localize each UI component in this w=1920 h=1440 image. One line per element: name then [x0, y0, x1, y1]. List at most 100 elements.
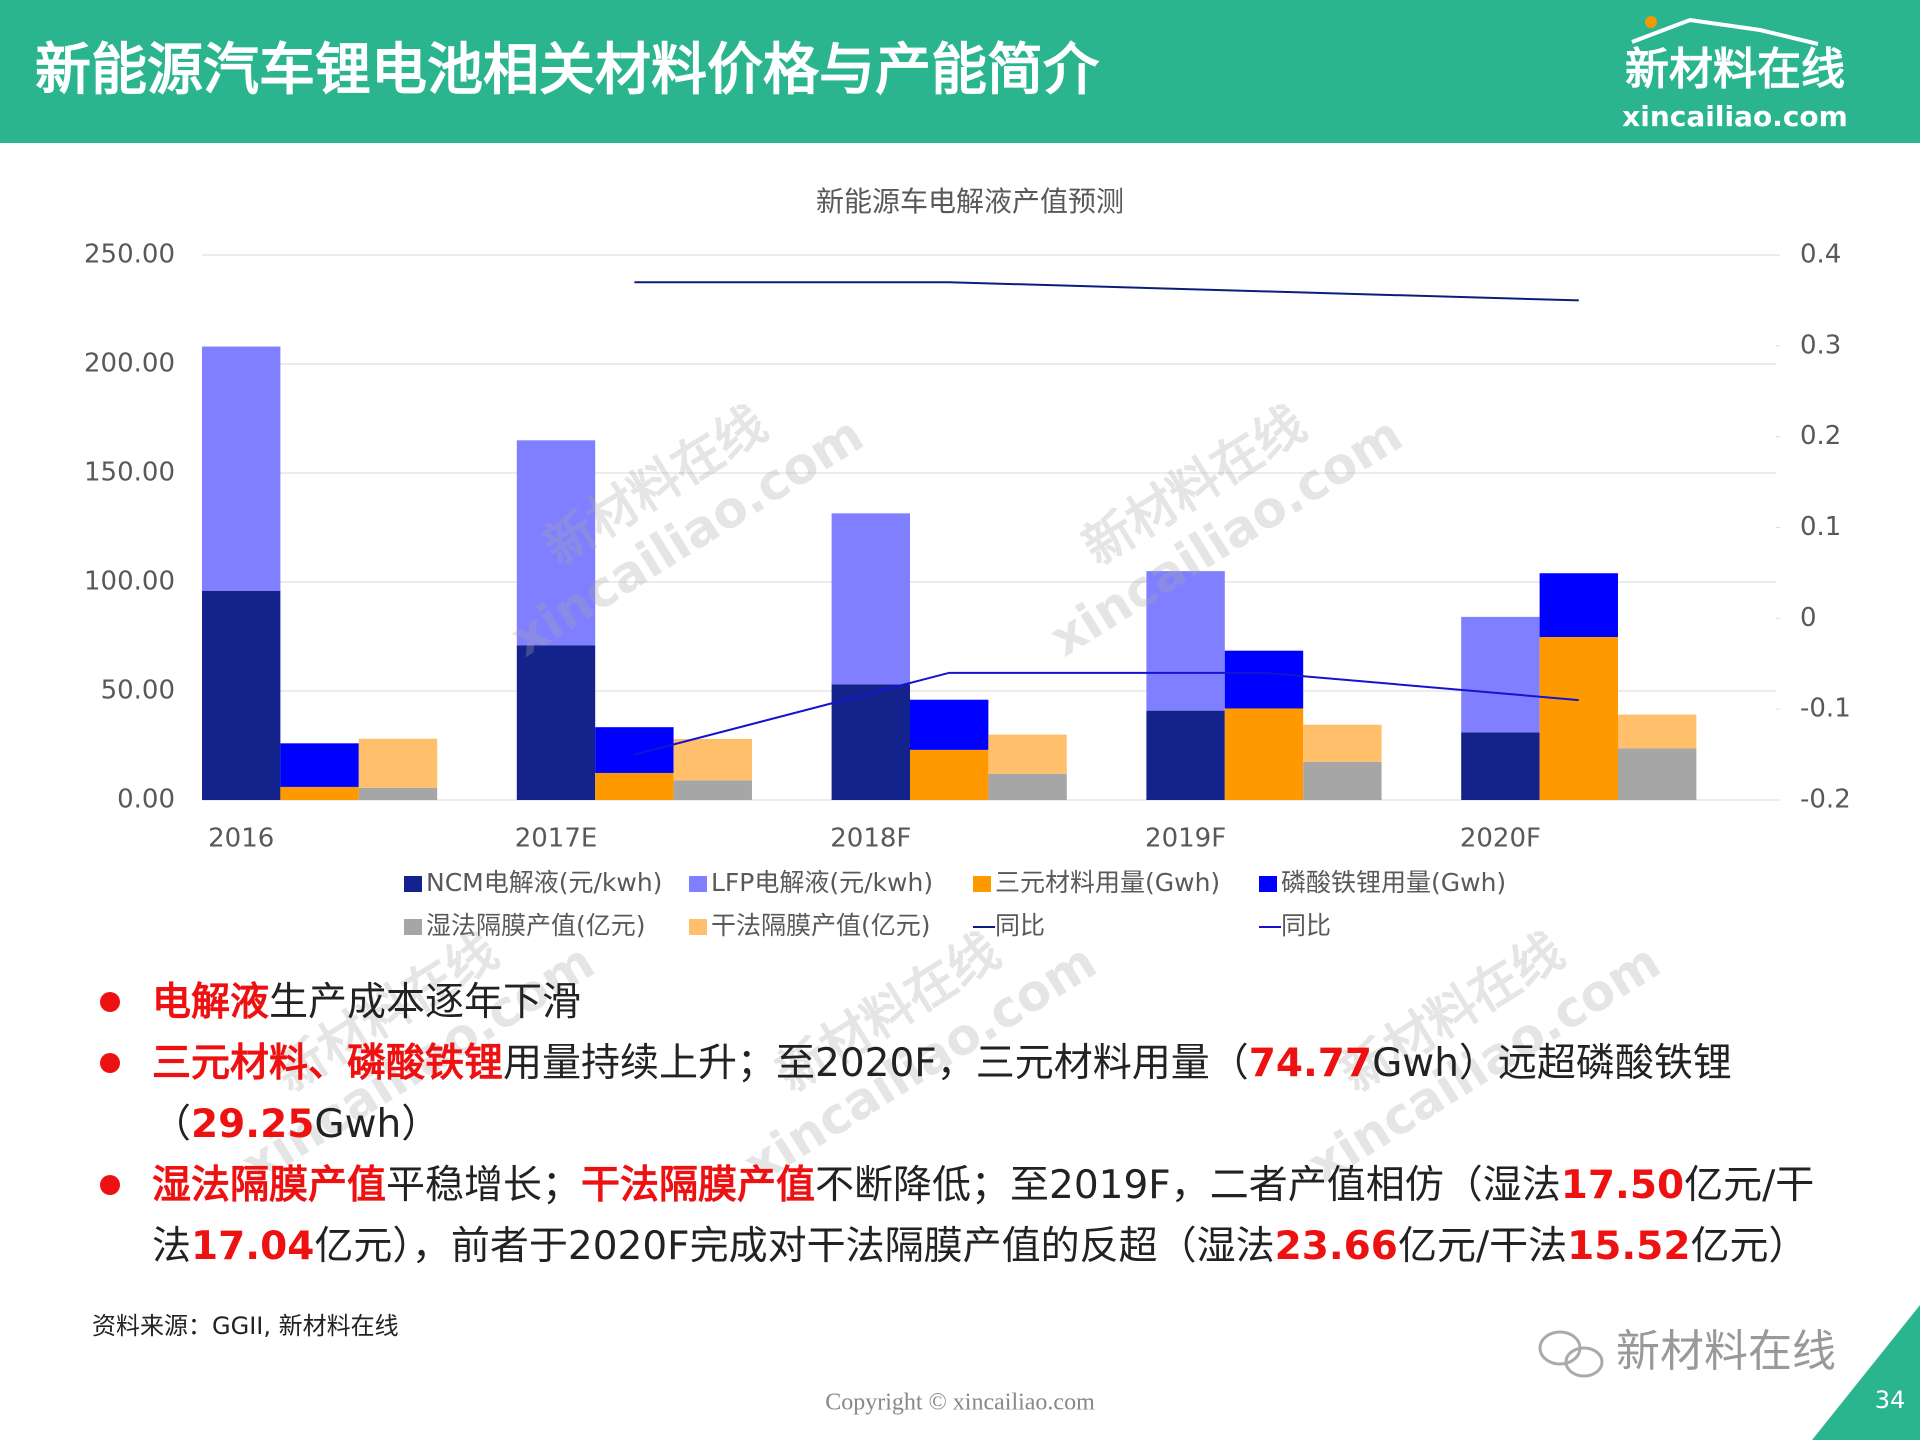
- bullet: 电解液生产成本逐年下滑: [100, 972, 1852, 1033]
- line-series: [634, 281, 1579, 302]
- legend-label: 三元材料用量(Gwh): [995, 868, 1220, 897]
- bar-segment: [831, 513, 910, 685]
- logo-text: 新材料在线: [1625, 44, 1845, 95]
- bar-segment: [1224, 650, 1304, 709]
- y2-tick-label: 0: [1800, 603, 1817, 633]
- chart: 0.00 50.00 100.00 150.00 200.00 250.00 -0.2 -0.…: [84, 240, 1851, 941]
- page-title: 新能源汽车锂电池相关材料价格与产能简介: [35, 38, 1100, 103]
- legend-swatch: [1259, 876, 1277, 892]
- highlight-text: 干法隔膜产值: [581, 1163, 816, 1208]
- bar-segment: [1539, 573, 1618, 638]
- copyright: Copyright © xincailiao.com: [825, 1390, 1095, 1416]
- y-tick-label: 50.00: [101, 676, 175, 706]
- bar-segment: [909, 699, 989, 750]
- legend-label: 同比: [1281, 911, 1331, 940]
- page-number: 34: [1875, 1386, 1906, 1414]
- bullet-text: 亿元/干法: [152, 1163, 1815, 1269]
- bullet-dot: [100, 992, 120, 1012]
- y2-tick-label: -0.1: [1800, 694, 1851, 724]
- bullet-text: 亿元），前者于2020F完成对干法隔膜产值的反超（湿法: [314, 1224, 1275, 1269]
- bar-segment: [280, 786, 359, 800]
- x-tick-label: 2017E: [515, 824, 598, 854]
- bar-segment: [202, 590, 281, 800]
- bar-segment: [595, 772, 674, 800]
- bar-segment: [673, 780, 752, 800]
- legend-label: 湿法隔膜产值(亿元): [426, 911, 646, 940]
- highlight-text: 29.25: [191, 1102, 315, 1147]
- highlight-text: 湿法隔膜产值: [152, 1163, 387, 1208]
- source-note: 资料来源：GGII, 新材料在线: [92, 1312, 399, 1340]
- legend-label: LFP电解液(元/kwh): [711, 868, 933, 897]
- legend-swatch: [689, 919, 707, 935]
- legend-swatch: [973, 876, 991, 892]
- bar-segment: [909, 749, 989, 800]
- header-bar: [0, 0, 1920, 143]
- y2-tick-label: 0.2: [1800, 421, 1841, 451]
- bullet-text: 用量持续上升；至2020F，三元材料用量（: [503, 1041, 1249, 1086]
- line-series: [634, 671, 1579, 756]
- highlight-text: 23.66: [1274, 1224, 1398, 1269]
- bullet-text: Gwh）远超磷酸铁锂（: [152, 1041, 1732, 1147]
- legend-label: 磷酸铁锂用量(Gwh): [1281, 868, 1506, 897]
- legend-swatch: [689, 876, 707, 892]
- bar-segment: [1461, 732, 1540, 800]
- legend-swatch: [404, 876, 422, 892]
- logo-url: xincailiao.com: [1622, 100, 1848, 133]
- bar-segment: [516, 440, 596, 646]
- bar-segment: [1461, 616, 1540, 733]
- bar-segment: [1303, 761, 1382, 800]
- bar-segment: [202, 346, 281, 591]
- x-tick-label: 2016: [208, 824, 274, 854]
- y-tick-label: 0.00: [117, 785, 175, 815]
- y2-tick-label: -0.2: [1800, 785, 1851, 815]
- legend-label: NCM电解液(元/kwh): [426, 868, 662, 897]
- legend-label: 干法隔膜产值(亿元): [711, 911, 931, 940]
- bar-segment: [1617, 748, 1697, 800]
- legend-label: 同比: [995, 911, 1045, 940]
- logo-roof: [1631, 17, 1819, 46]
- bullet-text: 亿元）: [1690, 1224, 1808, 1269]
- bar-segment: [831, 684, 910, 800]
- bar-segment: [1617, 714, 1697, 749]
- y-tick-label: 200.00: [84, 349, 175, 379]
- bullet-dot: [100, 1053, 120, 1073]
- highlight-text: 17.04: [191, 1224, 315, 1269]
- bar-segment: [358, 738, 438, 788]
- bar-segment: [988, 734, 1067, 774]
- legend-swatch: [404, 919, 422, 935]
- highlight-text: 17.50: [1560, 1163, 1685, 1208]
- bar-segment: [1224, 708, 1304, 800]
- bar-segment: [673, 738, 752, 781]
- corner: [1812, 1305, 1920, 1440]
- bullet: 三元材料、磷酸铁锂用量持续上升；至2020F，三元材料用量（74.77Gwh）远…: [100, 1033, 1852, 1155]
- y2-tick-label: 0.1: [1800, 512, 1841, 542]
- highlight-text: 15.52: [1567, 1224, 1691, 1269]
- highlight-text: 74.77: [1248, 1041, 1373, 1086]
- bar-segment: [280, 743, 359, 787]
- bar-segment: [1539, 637, 1618, 800]
- bullet-dot: [100, 1175, 120, 1195]
- y2-tick-label: 0.4: [1800, 240, 1841, 270]
- x-tick-label: 2019F: [1145, 824, 1226, 854]
- bullet-list: 电解液生产成本逐年下滑 三元材料、磷酸铁锂用量持续上升；至2020F，三元材料用量…: [100, 972, 1852, 1277]
- bar-segment: [988, 773, 1067, 800]
- bullet-text: 亿元/干法: [1397, 1224, 1568, 1269]
- bullet-text: 平稳增长；: [386, 1163, 582, 1208]
- bar-segment: [516, 645, 596, 800]
- chart-title: 新能源车电解液产值预测: [816, 185, 1124, 218]
- y-tick-label: 150.00: [84, 458, 175, 488]
- y2-tick-label: 0.3: [1800, 330, 1841, 360]
- bullet-text: 不断降低；至2019F，二者产值相仿（湿法: [815, 1163, 1561, 1208]
- y-tick-label: 100.00: [84, 567, 175, 597]
- wechat-name: 新材料在线: [1616, 1326, 1836, 1377]
- bar-segment: [1146, 571, 1225, 711]
- logo-dot: [1645, 16, 1657, 28]
- bullet-text: 生产成本逐年下滑: [269, 980, 582, 1025]
- x-tick-label: 2020F: [1460, 824, 1541, 854]
- highlight-text: 三元材料、磷酸铁锂: [152, 1041, 504, 1086]
- bar-segment: [358, 787, 438, 800]
- y-tick-label: 250.00: [84, 240, 175, 270]
- bullet-text: Gwh）: [314, 1102, 441, 1147]
- bar-segment: [595, 727, 674, 773]
